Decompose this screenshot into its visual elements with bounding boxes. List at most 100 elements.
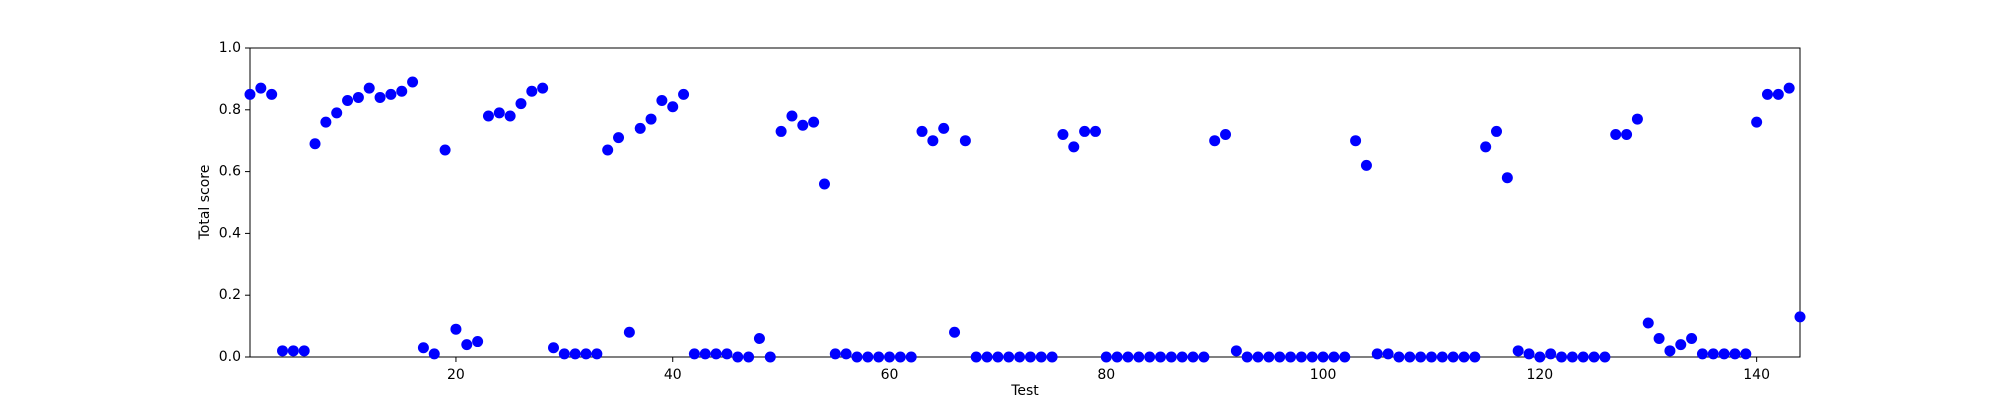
point [851,351,863,363]
point [439,144,451,156]
x-tick-label: 80 [1097,367,1115,383]
point [266,88,278,100]
point [558,348,570,360]
point [1100,351,1112,363]
point [1350,135,1362,147]
point [786,110,798,122]
point [309,138,321,150]
point [1328,351,1340,363]
y-tick-label: 0.2 [219,287,241,303]
point [1068,141,1080,153]
point [1447,351,1459,363]
point [1133,351,1145,363]
point [1415,351,1427,363]
point [1642,317,1654,329]
point [1209,135,1221,147]
point [1187,351,1199,363]
point [1046,351,1058,363]
point [493,107,505,119]
point [1577,351,1589,363]
point [949,326,961,338]
point [1263,351,1275,363]
point [1014,351,1026,363]
point [1653,332,1665,344]
point [1295,351,1307,363]
point [678,88,690,100]
point [1057,129,1069,141]
point [1220,129,1232,141]
x-tick-label: 140 [1743,367,1770,383]
point [428,348,440,360]
point [1794,311,1806,323]
point [1588,351,1600,363]
point [840,348,852,360]
point [1339,351,1351,363]
point [1556,351,1568,363]
point [1165,351,1177,363]
point [1761,88,1773,100]
point [873,351,885,363]
x-tick-label: 40 [664,367,682,383]
x-tick-label: 100 [1310,367,1337,383]
point [1306,351,1318,363]
point [277,345,289,357]
x-tick-label: 120 [1526,367,1553,383]
point [1154,351,1166,363]
point [623,326,635,338]
point [1707,348,1719,360]
point [992,351,1004,363]
point [1003,351,1015,363]
point [1501,172,1513,184]
point [634,122,646,134]
point [1317,351,1329,363]
point [905,351,917,363]
point [884,351,896,363]
point [1740,348,1752,360]
point [1198,351,1210,363]
point [1664,345,1676,357]
point [1176,351,1188,363]
point [320,116,332,128]
point [613,132,625,144]
point [1360,159,1372,171]
point [808,116,820,128]
point [342,95,354,107]
point [1024,351,1036,363]
point [472,336,484,348]
point [1675,339,1687,351]
point [1751,116,1763,128]
point [1285,351,1297,363]
point [547,342,559,354]
y-tick-label: 1.0 [219,40,241,56]
point [461,339,473,351]
point [981,351,993,363]
point [363,82,375,94]
point [916,125,928,137]
point [721,348,733,360]
point [938,122,950,134]
point [1534,351,1546,363]
point [1772,88,1784,100]
point [580,348,592,360]
point [396,85,408,97]
point [1729,348,1741,360]
point [1371,348,1383,360]
point [1491,125,1503,137]
point [959,135,971,147]
point [287,345,299,357]
point [1599,351,1611,363]
point [645,113,657,125]
point [1144,351,1156,363]
x-axis-label: Test [1010,383,1039,399]
point [407,76,419,88]
point [537,82,549,94]
point [1480,141,1492,153]
point [515,98,527,110]
point [1523,348,1535,360]
point [1512,345,1524,357]
point [699,348,711,360]
point [1241,351,1253,363]
point [1631,113,1643,125]
